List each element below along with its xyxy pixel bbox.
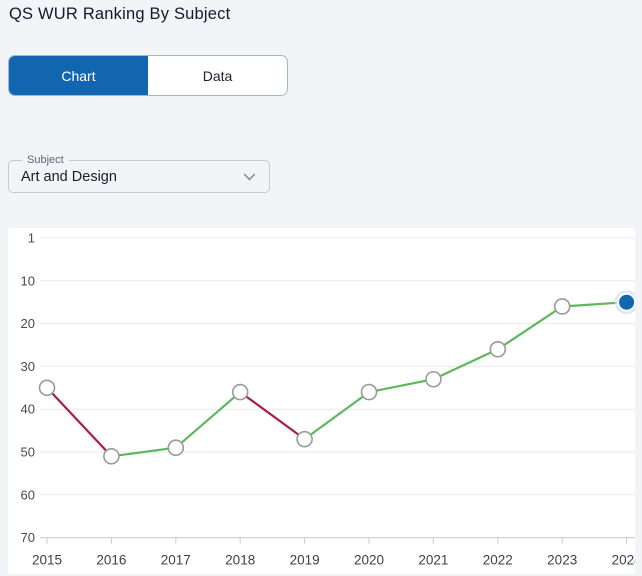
- line-segment: [111, 446, 176, 458]
- x-tick-label: 2024: [612, 553, 635, 568]
- line-segment: [303, 391, 370, 441]
- line-segment: [175, 391, 241, 449]
- data-point-marker[interactable]: [425, 370, 442, 388]
- x-tick-label: 2023: [547, 553, 577, 568]
- y-tick-label: 20: [21, 316, 35, 331]
- y-tick-label: 60: [21, 487, 35, 502]
- tab-chart[interactable]: Chart: [9, 56, 148, 95]
- x-tick-label: 2016: [96, 553, 126, 568]
- data-point-marker[interactable]: [296, 430, 313, 448]
- y-tick-label: 30: [21, 359, 35, 374]
- subject-select-value: Art and Design: [21, 168, 117, 185]
- x-tick-label: 2020: [354, 553, 384, 568]
- data-point-marker[interactable]: [619, 294, 635, 310]
- data-point-marker[interactable]: [553, 298, 571, 315]
- data-point-marker[interactable]: [360, 383, 378, 401]
- chart-panel: 1 10 20 30 40 50 60 70 2015 2016 2017 2018 2019 2020 2…: [8, 228, 635, 574]
- line-segment: [432, 348, 499, 381]
- subject-select[interactable]: Subject Art and Design: [8, 153, 270, 193]
- line-segment: [368, 378, 434, 394]
- x-tick-label: 2015: [32, 553, 62, 568]
- data-point-marker[interactable]: [231, 383, 249, 401]
- chevron-down-icon: [243, 173, 256, 181]
- subject-select-label: Subject: [22, 153, 69, 167]
- view-toggle: Chart Data: [8, 55, 288, 96]
- line-segment: [497, 305, 563, 351]
- data-point-marker[interactable]: [167, 439, 185, 457]
- data-point-marker[interactable]: [38, 379, 56, 397]
- x-tick-label: 2018: [225, 553, 255, 568]
- data-point-marker[interactable]: [103, 447, 120, 465]
- x-tick-label: 2019: [290, 553, 320, 568]
- line-segment: [239, 391, 306, 441]
- tab-data[interactable]: Data: [148, 56, 287, 95]
- x-tick-label: 2021: [418, 553, 448, 568]
- y-tick-label: 70: [21, 530, 35, 545]
- ranking-line-chart: 1 10 20 30 40 50 60 70 2015 2016 2017 2018 2019 2020 2…: [21, 231, 635, 568]
- x-tick-label: 2022: [483, 553, 513, 568]
- y-tick-label: 1: [28, 231, 35, 246]
- x-tick-label: 2017: [161, 553, 191, 568]
- y-tick-label: 40: [21, 402, 35, 417]
- page-title: QS WUR Ranking By Subject: [9, 5, 231, 23]
- line-segment: [46, 387, 113, 458]
- y-tick-label: 50: [21, 445, 35, 460]
- data-point-marker[interactable]: [489, 340, 507, 358]
- y-tick-label: 10: [21, 273, 35, 288]
